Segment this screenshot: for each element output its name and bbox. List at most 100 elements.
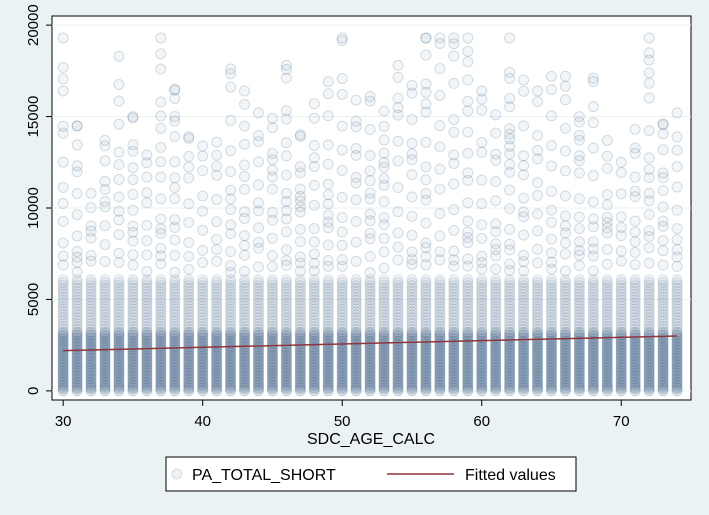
point [476,198,488,210]
point [85,332,97,344]
point [545,256,557,268]
point [71,351,83,363]
point [573,222,585,234]
point [573,129,585,141]
point [211,160,223,172]
point [601,258,613,270]
point [643,67,655,79]
point [573,260,585,272]
point [406,114,418,126]
point [532,257,544,269]
point [85,277,97,289]
point-column-age-31 [71,120,83,397]
point [657,274,669,286]
point [322,198,334,210]
point [85,342,97,354]
point [448,224,460,236]
point [113,95,125,107]
point-column-age-32 [85,187,97,397]
point [85,291,97,303]
point [85,318,97,330]
point [99,364,111,376]
point [141,235,153,247]
point [587,213,599,225]
point [252,326,264,338]
point [559,248,571,260]
point [197,190,209,202]
point [71,294,83,306]
point [420,32,432,44]
x-tick-label: 40 [194,413,211,430]
point [85,328,97,340]
point [99,376,111,388]
point [490,109,502,121]
point [183,161,195,173]
point [85,332,97,344]
point [57,215,69,227]
point [211,233,223,245]
point [99,359,111,371]
point [57,353,69,365]
point [155,110,167,122]
point [420,161,432,173]
point [85,382,97,394]
point [155,48,167,60]
point [532,225,544,237]
point [71,285,83,297]
point [99,354,111,366]
point [476,232,488,244]
point [85,274,97,286]
point [197,205,209,217]
x-axis-ticks: 30 40 50 60 70 [55,400,630,430]
point [169,172,181,184]
point [239,265,251,277]
point [615,156,627,168]
point [239,138,251,150]
point [448,326,460,338]
point [504,326,516,338]
point [364,90,376,102]
point [71,370,83,382]
point [490,218,502,230]
point [336,72,348,84]
point [211,193,223,205]
point [322,239,334,251]
point [99,369,111,381]
point [85,323,97,335]
point [392,182,404,194]
point [434,326,446,338]
point [239,230,251,242]
point [280,274,292,286]
point [57,350,69,362]
point [57,197,69,209]
point [211,216,223,228]
point [657,235,669,247]
point [225,114,237,126]
point [71,361,83,373]
point [392,92,404,104]
point [308,98,320,110]
point [532,177,544,189]
point [643,125,655,137]
point [141,149,153,161]
point [155,242,167,254]
point [85,329,97,341]
point [99,277,111,289]
point [99,175,111,187]
point [57,274,69,286]
legend-marker-scatter [171,468,183,480]
point [643,163,655,175]
point [504,258,516,270]
point [85,367,97,379]
point [183,263,195,275]
point [85,360,97,372]
point [71,312,83,324]
point [434,274,446,286]
point [99,353,111,365]
point [434,208,446,220]
point [643,257,655,269]
point [657,245,669,257]
point [406,246,418,258]
point [57,357,69,369]
point [71,329,83,341]
